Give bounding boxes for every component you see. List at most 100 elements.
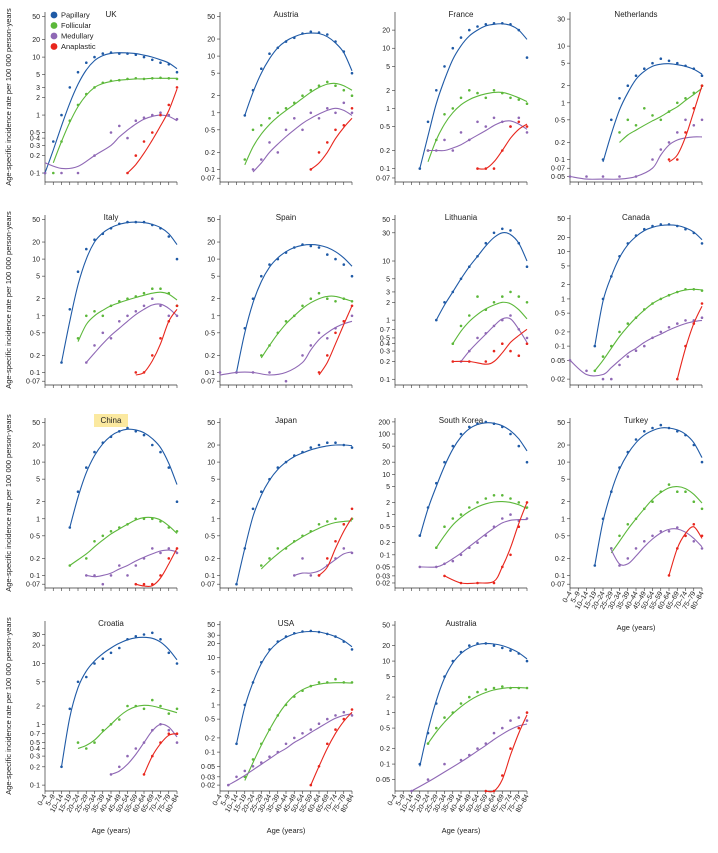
data-point-papillary [601,297,605,301]
data-point-medullary [284,742,288,746]
y-tick-label: 0·3 [380,349,390,356]
y-tick-label: 0·5 [380,124,390,131]
y-tick-label: 0·02 [551,377,565,384]
data-point-papillary [175,257,179,261]
y-tick-label: 3 [386,289,390,296]
data-point-medullary [175,741,179,744]
data-point-medullary [151,728,154,732]
data-point-follicular [326,681,329,684]
data-point-follicular [509,497,512,500]
data-point-papillary [418,762,422,766]
data-point-follicular [293,101,296,105]
data-point-papillary [459,432,463,436]
data-point-medullary [118,564,121,567]
data-point-follicular [93,741,96,744]
data-point-medullary [517,328,521,331]
data-point-medullary [568,175,572,178]
data-point-anaplastic [175,86,179,89]
data-point-papillary [309,446,313,449]
data-point-follicular [126,704,129,708]
data-point-follicular [626,523,630,526]
y-tick-label: 0·4 [380,341,390,348]
y-tick-label: 0·4 [30,136,40,143]
data-point-anaplastic [326,742,329,746]
y-tick-label: 20 [32,643,40,650]
data-point-papillary [118,222,121,226]
data-point-medullary [643,344,646,348]
data-point-papillary [93,238,96,241]
data-point-anaplastic [342,124,346,127]
data-point-papillary [317,630,321,634]
data-point-medullary [643,540,646,543]
data-point-papillary [350,648,354,651]
data-point-anaplastic [517,120,521,124]
y-tick-label: 5 [211,669,215,676]
series-line-anaplastic [444,502,528,585]
data-point-medullary [501,120,504,124]
data-point-medullary [484,332,488,335]
data-point-medullary [142,741,146,744]
data-point-anaplastic [484,167,488,170]
series-line-papillary [594,224,703,347]
data-point-papillary [293,454,296,457]
data-point-papillary [525,460,529,464]
data-point-papillary [643,227,646,231]
data-point-papillary [175,70,179,74]
data-point-medullary [159,304,162,308]
data-point-follicular [326,80,329,84]
data-point-follicular [476,295,479,298]
data-point-papillary [659,223,663,226]
series-line-follicular [435,501,528,548]
data-point-papillary [626,84,630,87]
data-point-medullary [334,327,337,330]
data-point-follicular [484,497,488,500]
x-tick-label: 5–9 [45,793,57,807]
data-point-anaplastic [175,732,179,735]
data-point-follicular [459,702,463,705]
data-point-follicular [167,291,171,295]
y-tick-label: 1 [36,113,40,120]
series-line-anaplastic [310,711,353,786]
data-point-papillary [326,253,329,256]
data-point-papillary [76,70,80,74]
data-point-papillary [435,89,438,92]
data-point-follicular [142,707,146,711]
data-point-papillary [610,118,613,122]
series-line-anaplastic [668,85,703,163]
data-point-medullary [459,131,463,134]
data-point-follicular [293,314,296,318]
data-point-papillary [667,426,671,430]
data-point-follicular [260,742,263,746]
data-point-follicular [276,331,280,335]
data-point-follicular [251,128,255,132]
data-point-follicular [243,158,247,161]
data-point-medullary [585,175,588,178]
data-point-follicular [109,723,113,726]
data-point-papillary [60,113,63,117]
data-point-follicular [610,344,613,348]
y-tick-label: 10 [557,460,565,467]
data-point-follicular [451,517,455,520]
series-line-follicular [427,687,528,744]
data-point-anaplastic [334,331,337,335]
data-point-papillary [509,23,512,26]
series-line-papillary [235,630,353,744]
data-point-anaplastic [159,741,162,744]
data-point-papillary [276,640,280,643]
y-tick-label: 2 [36,499,40,506]
data-point-medullary [293,574,296,577]
series-line-papillary [419,23,528,169]
data-point-medullary [93,154,96,157]
data-point-papillary [76,490,80,494]
data-point-medullary [451,149,455,152]
data-point-medullary [109,574,113,577]
y-tick-label: 10 [382,472,390,479]
y-tick-label: 5 [36,72,40,79]
data-point-anaplastic [676,158,679,161]
data-point-papillary [301,450,304,454]
data-point-papillary [126,52,129,55]
data-point-anaplastic [151,131,154,134]
data-point-medullary [293,117,296,120]
data-point-papillary [52,140,55,143]
data-point-medullary [525,336,529,340]
